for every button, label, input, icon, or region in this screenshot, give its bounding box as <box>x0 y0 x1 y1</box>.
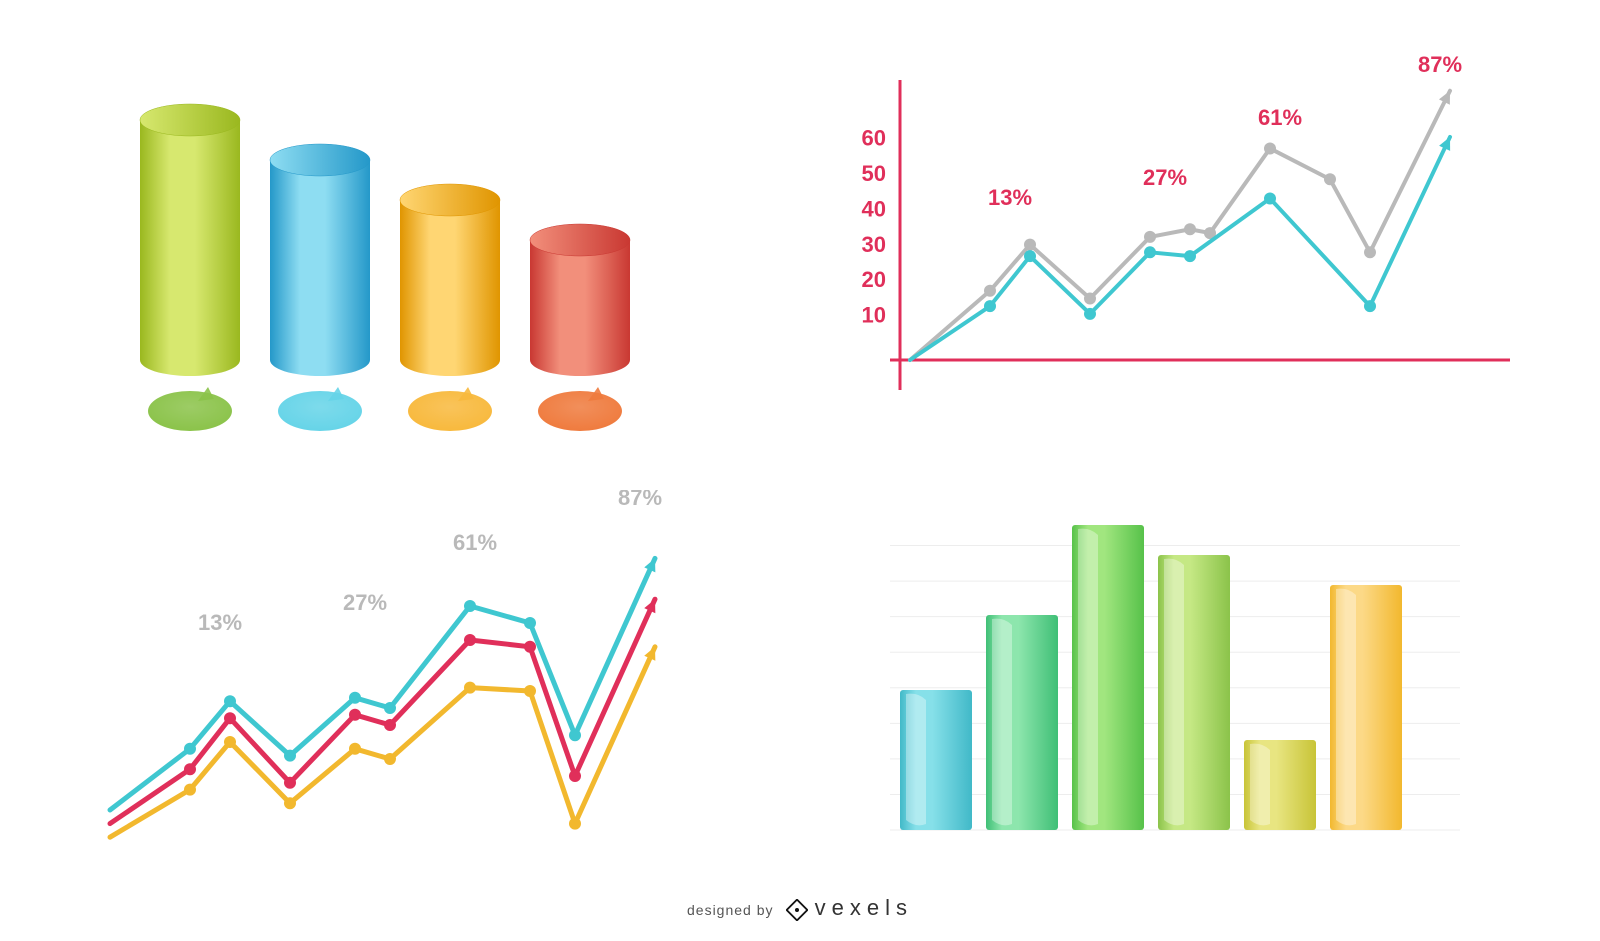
line-marker <box>524 641 536 653</box>
bar-gloss <box>1336 589 1356 826</box>
triple-line-chart-svg: 13% 27% 61% 87% <box>50 490 770 870</box>
line-marker <box>569 818 581 830</box>
label-bubble <box>278 391 362 431</box>
line-marker <box>349 743 361 755</box>
bar-gloss <box>1078 529 1098 826</box>
percent-label: 13% <box>198 610 242 635</box>
line-marker <box>224 695 236 707</box>
line-marker <box>184 743 196 755</box>
line-marker <box>284 797 296 809</box>
line-marker <box>224 736 236 748</box>
cylinder-bottom <box>270 344 370 376</box>
line-marker <box>464 600 476 612</box>
cylinder-top <box>140 104 240 136</box>
line-marker <box>1144 231 1156 243</box>
y-tick-label: 20 <box>862 267 886 292</box>
line-marker <box>1364 246 1376 258</box>
line-marker <box>984 300 996 312</box>
line-marker <box>284 777 296 789</box>
line-marker <box>1144 246 1156 258</box>
line-marker <box>184 763 196 775</box>
line-marker <box>384 719 396 731</box>
line-marker <box>1184 250 1196 262</box>
cylinder-chart-svg <box>60 40 760 460</box>
cylinder-bottom <box>530 344 630 376</box>
footer-attribution: designed by vexels <box>0 895 1600 921</box>
vexels-logo-icon <box>786 899 808 921</box>
line-marker <box>1024 250 1036 262</box>
line-marker <box>524 685 536 697</box>
percent-label: 61% <box>1258 105 1302 130</box>
line-marker <box>1324 173 1336 185</box>
line-marker <box>384 753 396 765</box>
line-marker <box>224 712 236 724</box>
bar-gloss <box>1250 744 1270 826</box>
y-tick-label: 30 <box>862 232 886 257</box>
cylinder-body <box>270 160 370 360</box>
label-bubble <box>538 391 622 431</box>
bar-gloss <box>1164 559 1184 826</box>
cylinder-bottom <box>140 344 240 376</box>
y-tick-label: 10 <box>862 303 886 328</box>
cylinder-top <box>270 144 370 176</box>
line-marker <box>349 692 361 704</box>
line-series-grey <box>910 91 1450 360</box>
line-marker <box>1184 223 1196 235</box>
line-marker <box>1264 192 1276 204</box>
footer-prefix: designed by <box>687 902 774 918</box>
percent-label: 61% <box>453 530 497 555</box>
cylinder-top <box>400 184 500 216</box>
flat-bar-chart-svg <box>840 470 1560 870</box>
line-marker <box>349 709 361 721</box>
y-tick-label: 60 <box>862 126 886 151</box>
footer-brand: vexels <box>815 895 913 920</box>
cylinder-body <box>400 200 500 360</box>
line-marker <box>1084 292 1096 304</box>
cylinder-body <box>140 120 240 360</box>
line-marker <box>1264 142 1276 154</box>
cylinder-bar-chart <box>0 0 800 460</box>
line-marker <box>184 784 196 796</box>
line-marker <box>1364 300 1376 312</box>
cylinder-bottom <box>400 344 500 376</box>
cylinder-top <box>530 224 630 256</box>
percent-label: 87% <box>618 490 662 510</box>
y-tick-label: 40 <box>862 196 886 221</box>
line-marker <box>524 617 536 629</box>
percent-label: 13% <box>988 185 1032 210</box>
triple-line-chart: 13% 27% 61% 87% <box>0 460 800 870</box>
line-series-yellow <box>110 647 655 837</box>
line-marker <box>464 634 476 646</box>
percent-label: 27% <box>343 590 387 615</box>
line-marker <box>464 682 476 694</box>
red-axis-line-chart: 10 20 30 40 50 60 13% 27% 61% 87% <box>800 0 1600 460</box>
line-marker <box>284 750 296 762</box>
label-bubble <box>408 391 492 431</box>
cylinder-body <box>530 240 630 360</box>
label-bubble <box>148 391 232 431</box>
bar-gloss <box>906 694 926 826</box>
line-marker <box>1024 239 1036 251</box>
bar-gloss <box>992 619 1012 826</box>
line-marker <box>569 729 581 741</box>
line-marker <box>1084 308 1096 320</box>
flat-bar-chart <box>800 460 1600 870</box>
y-tick-label: 50 <box>862 161 886 186</box>
line-marker <box>569 770 581 782</box>
percent-label: 27% <box>1143 165 1187 190</box>
red-line-chart-svg: 10 20 30 40 50 60 13% 27% 61% 87% <box>830 50 1550 410</box>
line-marker <box>984 285 996 297</box>
percent-label: 87% <box>1418 52 1462 77</box>
line-marker <box>384 702 396 714</box>
